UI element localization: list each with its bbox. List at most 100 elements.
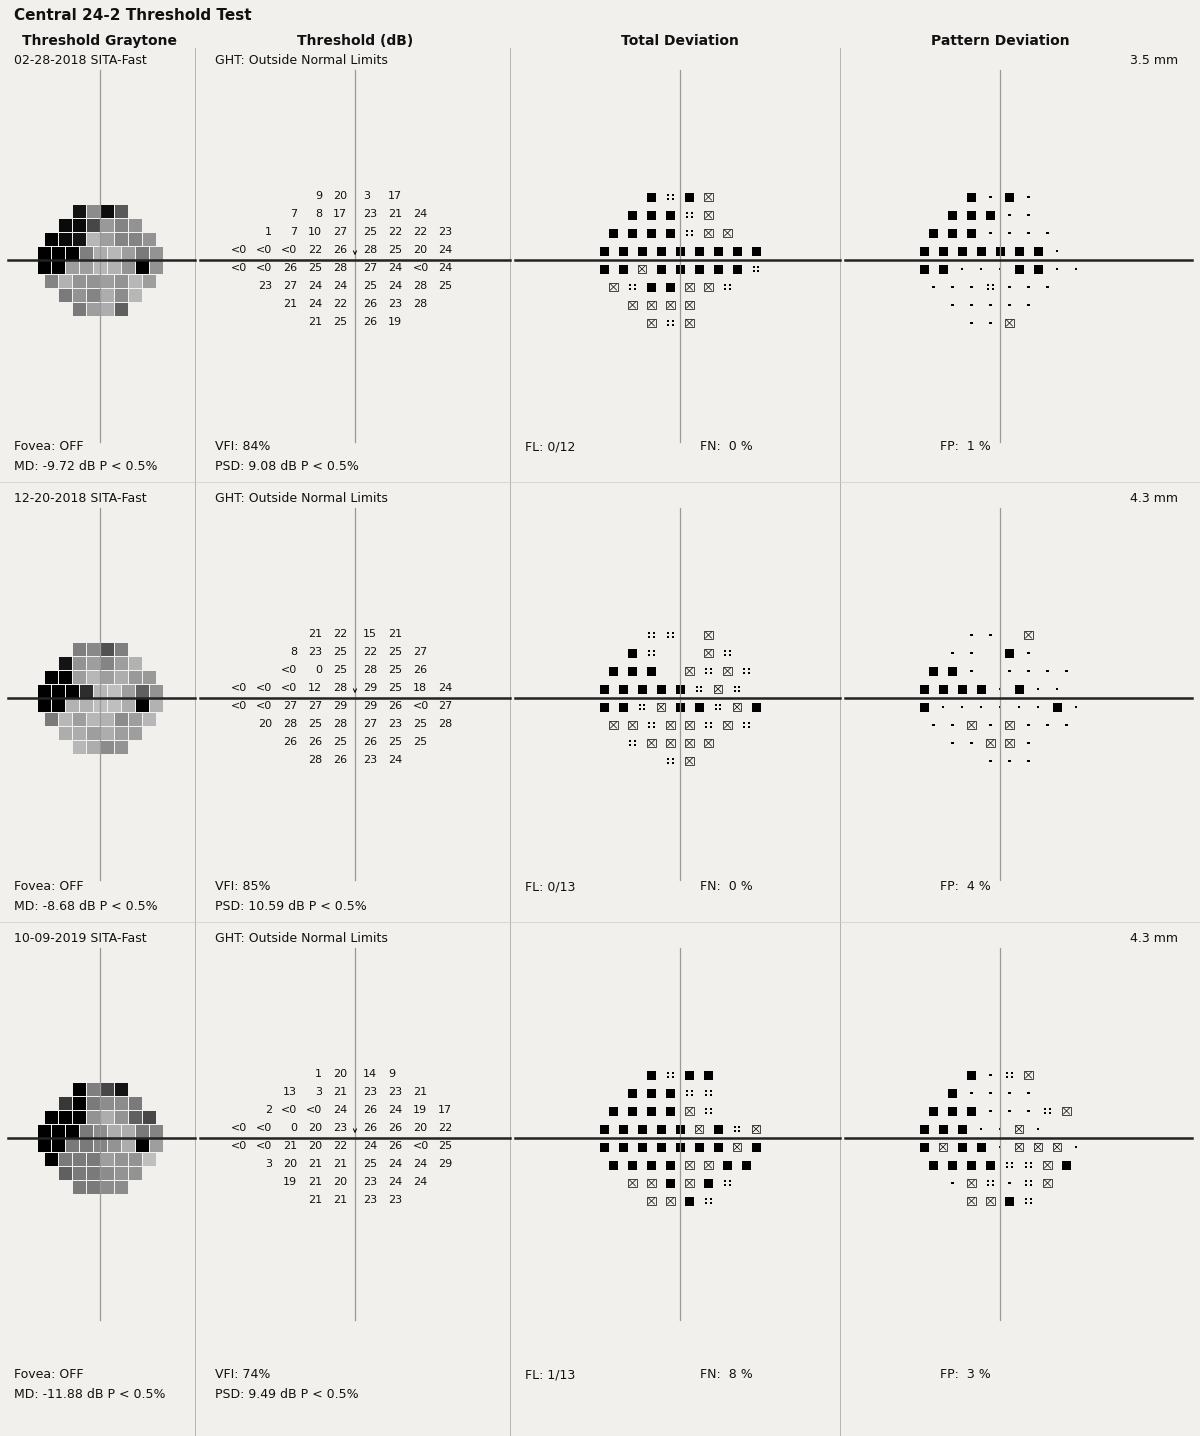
Bar bbox=[86, 274, 100, 287]
Bar bbox=[1006, 740, 1014, 747]
Bar bbox=[79, 1124, 92, 1137]
Bar bbox=[79, 1139, 92, 1152]
Bar bbox=[672, 636, 673, 638]
Text: 10-09-2019 SITA-Fast: 10-09-2019 SITA-Fast bbox=[14, 932, 146, 945]
Text: 24: 24 bbox=[413, 1159, 427, 1169]
Bar bbox=[704, 1070, 713, 1080]
Bar bbox=[121, 685, 134, 698]
Text: Central 24-2 Threshold Test: Central 24-2 Threshold Test bbox=[14, 9, 252, 23]
Bar bbox=[748, 668, 750, 669]
Bar bbox=[1052, 1143, 1061, 1152]
Bar bbox=[121, 247, 134, 260]
Text: 28: 28 bbox=[438, 719, 452, 729]
Bar bbox=[101, 289, 114, 302]
Bar bbox=[695, 247, 703, 256]
Bar bbox=[667, 636, 670, 638]
Bar bbox=[986, 740, 995, 747]
Bar bbox=[637, 685, 647, 694]
Bar bbox=[948, 666, 958, 675]
Bar bbox=[989, 304, 991, 306]
Bar bbox=[948, 1088, 958, 1097]
Bar bbox=[1018, 707, 1020, 708]
Bar bbox=[988, 1185, 989, 1186]
Bar bbox=[752, 266, 755, 267]
Bar bbox=[667, 763, 670, 764]
Bar bbox=[685, 721, 694, 729]
Text: 28: 28 bbox=[413, 299, 427, 309]
Bar bbox=[748, 727, 750, 728]
Bar bbox=[734, 691, 736, 692]
Bar bbox=[706, 1113, 707, 1114]
Bar bbox=[94, 1139, 107, 1152]
Bar bbox=[618, 685, 628, 694]
Bar bbox=[998, 267, 1001, 270]
Bar bbox=[666, 211, 674, 220]
Bar bbox=[52, 260, 65, 273]
Bar bbox=[932, 286, 935, 289]
Bar bbox=[114, 1153, 127, 1166]
Text: <0: <0 bbox=[281, 246, 298, 256]
Text: 21: 21 bbox=[308, 1195, 322, 1205]
Text: 0: 0 bbox=[314, 665, 322, 675]
Bar bbox=[938, 1143, 947, 1152]
Bar bbox=[648, 655, 650, 656]
Bar bbox=[724, 721, 732, 729]
Bar bbox=[628, 1088, 637, 1097]
Bar bbox=[618, 1124, 628, 1133]
Bar bbox=[1025, 1198, 1027, 1199]
Text: Fovea: OFF: Fovea: OFF bbox=[14, 1369, 84, 1381]
Bar bbox=[136, 247, 149, 260]
Bar bbox=[989, 322, 991, 325]
Text: 20: 20 bbox=[413, 246, 427, 256]
Bar bbox=[1007, 1162, 1008, 1163]
Bar bbox=[1030, 1180, 1032, 1182]
Bar bbox=[1027, 742, 1030, 744]
Text: 26: 26 bbox=[413, 665, 427, 675]
Bar bbox=[979, 707, 982, 708]
Bar bbox=[634, 284, 636, 286]
Bar bbox=[647, 1160, 656, 1169]
Text: 20: 20 bbox=[332, 1178, 347, 1188]
Bar bbox=[647, 1107, 656, 1116]
Bar bbox=[1014, 247, 1024, 256]
Text: 15: 15 bbox=[364, 629, 377, 639]
Bar bbox=[728, 1185, 731, 1186]
Bar bbox=[628, 649, 637, 658]
Bar bbox=[72, 289, 85, 302]
Bar bbox=[1044, 1160, 1051, 1169]
Text: 8: 8 bbox=[314, 210, 322, 220]
Bar bbox=[728, 289, 731, 290]
Bar bbox=[52, 1124, 65, 1137]
Text: 21: 21 bbox=[308, 629, 322, 639]
Bar bbox=[996, 247, 1004, 256]
Bar bbox=[79, 247, 92, 260]
Bar bbox=[701, 691, 702, 692]
Text: 2: 2 bbox=[265, 1104, 272, 1114]
Bar bbox=[752, 1124, 760, 1133]
Bar bbox=[647, 228, 656, 237]
Bar bbox=[929, 228, 938, 237]
Bar bbox=[672, 198, 673, 200]
Bar bbox=[150, 1139, 162, 1152]
Text: VFI: 85%: VFI: 85% bbox=[215, 880, 270, 893]
Bar bbox=[653, 655, 655, 656]
Bar bbox=[656, 247, 666, 256]
Bar bbox=[738, 691, 740, 692]
Bar bbox=[719, 708, 721, 709]
Bar bbox=[59, 233, 72, 246]
Bar bbox=[648, 1179, 655, 1188]
Bar bbox=[44, 233, 58, 246]
Bar bbox=[929, 1107, 938, 1116]
Bar bbox=[1046, 286, 1049, 289]
Bar bbox=[600, 702, 608, 711]
Bar bbox=[44, 1110, 58, 1123]
Bar bbox=[79, 698, 92, 711]
Bar bbox=[672, 325, 673, 326]
Bar bbox=[672, 1077, 673, 1078]
Bar bbox=[637, 1124, 647, 1133]
Bar bbox=[59, 1110, 72, 1123]
Bar bbox=[647, 1088, 656, 1097]
Bar bbox=[1014, 685, 1024, 694]
Bar bbox=[150, 247, 162, 260]
Text: 21: 21 bbox=[332, 1195, 347, 1205]
